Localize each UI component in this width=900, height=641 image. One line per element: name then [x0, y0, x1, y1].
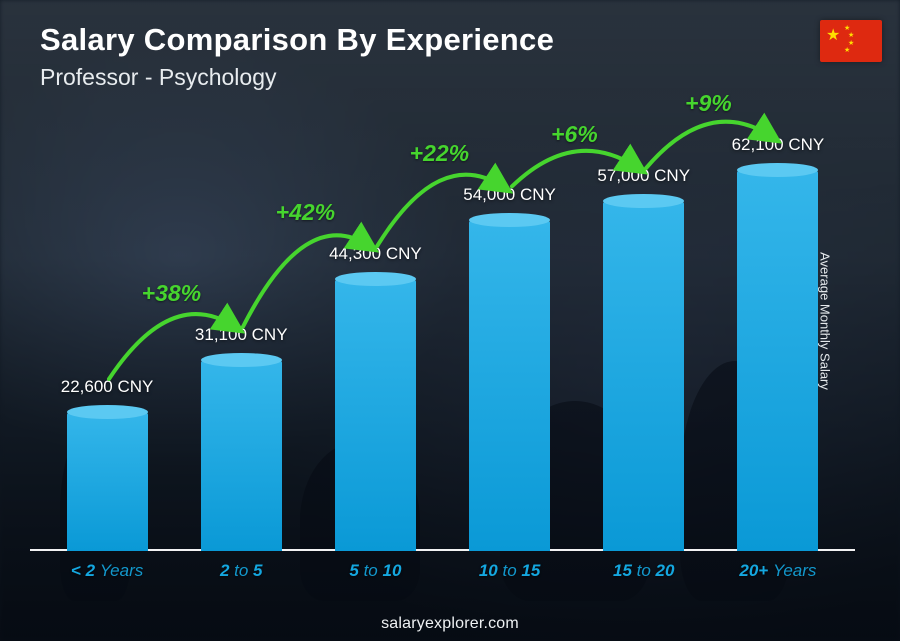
bar-chart: 22,600 CNY < 2 Years 31,100 CNY 2 to 5 44,30…: [40, 115, 845, 581]
xaxis-category-label: < 2 Years: [71, 561, 143, 581]
flag-star-icon: ★: [848, 31, 854, 39]
bar-value-label: 57,000 CNY: [597, 166, 690, 186]
bar-value-label: 62,100 CNY: [732, 135, 825, 155]
xaxis-category-label: 2 to 5: [220, 561, 263, 581]
percentage-increase-label: +22%: [410, 140, 469, 166]
bar: [67, 413, 148, 551]
percentage-increase-label: +6%: [551, 121, 598, 147]
percentage-increase-label: +9%: [685, 90, 732, 116]
xaxis-category-label: 10 to 15: [479, 561, 540, 581]
bar-top-ellipse: [67, 405, 148, 419]
bar: [469, 221, 550, 551]
chart-subtitle: Professor - Psychology: [40, 64, 860, 91]
bar-value-label: 44,300 CNY: [329, 244, 422, 264]
bar-top-ellipse: [469, 213, 550, 227]
percentage-increase-label: +42%: [276, 199, 335, 225]
flag-star-icon: ★: [844, 46, 850, 54]
xaxis-category-label: 15 to 20: [613, 561, 674, 581]
xaxis-category-label: 5 to 10: [349, 561, 401, 581]
bar-top-ellipse: [737, 163, 818, 177]
bar-top-ellipse: [335, 272, 416, 286]
chart-title: Salary Comparison By Experience: [40, 22, 860, 58]
footer-attribution: salaryexplorer.com: [0, 615, 900, 633]
flag-star-icon: ★: [826, 25, 840, 45]
bar-top-ellipse: [603, 194, 684, 208]
bar-value-label: 54,000 CNY: [463, 185, 556, 205]
chart-baseline: [30, 549, 855, 551]
bar: [335, 280, 416, 551]
percentage-increase-label: +38%: [142, 280, 201, 306]
bar-value-label: 31,100 CNY: [195, 325, 288, 345]
country-flag-china: ★ ★ ★ ★ ★: [820, 20, 882, 62]
bar: [201, 361, 282, 551]
bar: [737, 171, 818, 551]
chart-container: Salary Comparison By Experience Professo…: [0, 0, 900, 641]
xaxis-category-label: 20+ Years: [739, 561, 816, 581]
bar-value-label: 22,600 CNY: [61, 377, 154, 397]
bar: [603, 202, 684, 551]
bar-top-ellipse: [201, 353, 282, 367]
